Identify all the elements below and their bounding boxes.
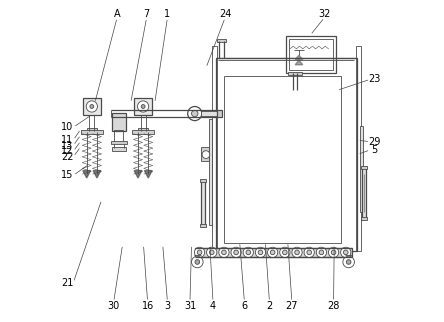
Circle shape bbox=[270, 250, 275, 255]
Text: 4: 4 bbox=[210, 301, 216, 311]
Text: 1: 1 bbox=[164, 9, 170, 19]
Circle shape bbox=[188, 107, 202, 121]
Circle shape bbox=[341, 247, 351, 258]
Bar bbox=[217, 39, 226, 43]
Bar bbox=[83, 99, 101, 115]
Circle shape bbox=[219, 247, 229, 258]
Text: 3: 3 bbox=[164, 301, 170, 311]
Bar bbox=[111, 141, 127, 144]
Bar bbox=[360, 126, 363, 212]
Text: 29: 29 bbox=[368, 137, 381, 147]
Circle shape bbox=[329, 247, 339, 258]
Circle shape bbox=[222, 250, 226, 255]
Bar bbox=[139, 128, 148, 131]
Circle shape bbox=[191, 110, 198, 117]
Circle shape bbox=[194, 247, 205, 258]
Text: 24: 24 bbox=[219, 9, 231, 19]
Polygon shape bbox=[295, 55, 303, 59]
Circle shape bbox=[307, 250, 312, 255]
Circle shape bbox=[343, 256, 354, 268]
Text: 5: 5 bbox=[371, 145, 377, 155]
Bar bbox=[112, 113, 126, 130]
Text: 30: 30 bbox=[107, 301, 120, 311]
Text: 6: 6 bbox=[242, 301, 247, 311]
Bar bbox=[112, 147, 126, 151]
Bar bbox=[132, 130, 154, 134]
Text: 12: 12 bbox=[61, 147, 74, 156]
Polygon shape bbox=[144, 171, 152, 178]
Circle shape bbox=[304, 247, 314, 258]
Bar bbox=[362, 167, 366, 219]
Circle shape bbox=[197, 250, 202, 255]
Text: 7: 7 bbox=[143, 9, 150, 19]
Circle shape bbox=[292, 247, 302, 258]
Circle shape bbox=[141, 105, 145, 109]
Bar bbox=[200, 223, 206, 227]
Circle shape bbox=[316, 247, 326, 258]
Text: 23: 23 bbox=[368, 74, 381, 84]
Circle shape bbox=[191, 256, 203, 268]
Bar bbox=[356, 46, 361, 251]
Circle shape bbox=[90, 105, 94, 109]
Text: 16: 16 bbox=[142, 301, 154, 311]
Text: 11: 11 bbox=[61, 135, 74, 145]
Circle shape bbox=[195, 260, 200, 264]
Bar bbox=[216, 58, 357, 251]
Circle shape bbox=[280, 247, 290, 258]
Bar bbox=[201, 111, 220, 116]
Bar bbox=[209, 119, 212, 225]
Text: 28: 28 bbox=[327, 301, 340, 311]
Polygon shape bbox=[295, 60, 303, 65]
Text: 10: 10 bbox=[61, 122, 74, 132]
Polygon shape bbox=[93, 171, 101, 178]
Circle shape bbox=[255, 247, 266, 258]
Circle shape bbox=[295, 250, 299, 255]
Circle shape bbox=[319, 250, 324, 255]
Text: A: A bbox=[114, 9, 120, 19]
Circle shape bbox=[86, 101, 97, 112]
Circle shape bbox=[206, 247, 217, 258]
Text: 27: 27 bbox=[285, 301, 298, 311]
Polygon shape bbox=[83, 171, 91, 178]
Text: 15: 15 bbox=[61, 170, 74, 180]
Bar bbox=[195, 248, 352, 257]
Circle shape bbox=[344, 250, 348, 255]
Bar bbox=[212, 46, 217, 251]
Bar bbox=[201, 180, 205, 225]
Text: 22: 22 bbox=[61, 152, 74, 162]
Bar bbox=[81, 130, 103, 134]
Circle shape bbox=[346, 260, 351, 264]
Text: 13: 13 bbox=[61, 141, 74, 151]
Bar bbox=[224, 76, 341, 243]
Text: 2: 2 bbox=[266, 301, 273, 311]
Bar bbox=[114, 129, 123, 142]
Text: 21: 21 bbox=[61, 278, 74, 288]
Text: 32: 32 bbox=[318, 9, 331, 19]
Circle shape bbox=[210, 250, 214, 255]
Bar bbox=[286, 36, 336, 73]
Circle shape bbox=[234, 250, 238, 255]
Bar bbox=[361, 166, 367, 169]
Polygon shape bbox=[134, 171, 142, 178]
Circle shape bbox=[331, 250, 336, 255]
Bar bbox=[217, 110, 222, 118]
Circle shape bbox=[282, 250, 287, 255]
Circle shape bbox=[246, 250, 250, 255]
Bar bbox=[289, 39, 333, 70]
Circle shape bbox=[138, 101, 149, 112]
Bar bbox=[87, 128, 97, 131]
Circle shape bbox=[243, 247, 254, 258]
Circle shape bbox=[202, 151, 210, 158]
Bar bbox=[288, 72, 302, 75]
Bar bbox=[200, 179, 206, 182]
Text: 31: 31 bbox=[184, 301, 196, 311]
Bar bbox=[201, 147, 209, 161]
Circle shape bbox=[268, 247, 278, 258]
Circle shape bbox=[258, 250, 263, 255]
Circle shape bbox=[231, 247, 241, 258]
Bar bbox=[134, 99, 152, 115]
Bar bbox=[361, 217, 367, 220]
